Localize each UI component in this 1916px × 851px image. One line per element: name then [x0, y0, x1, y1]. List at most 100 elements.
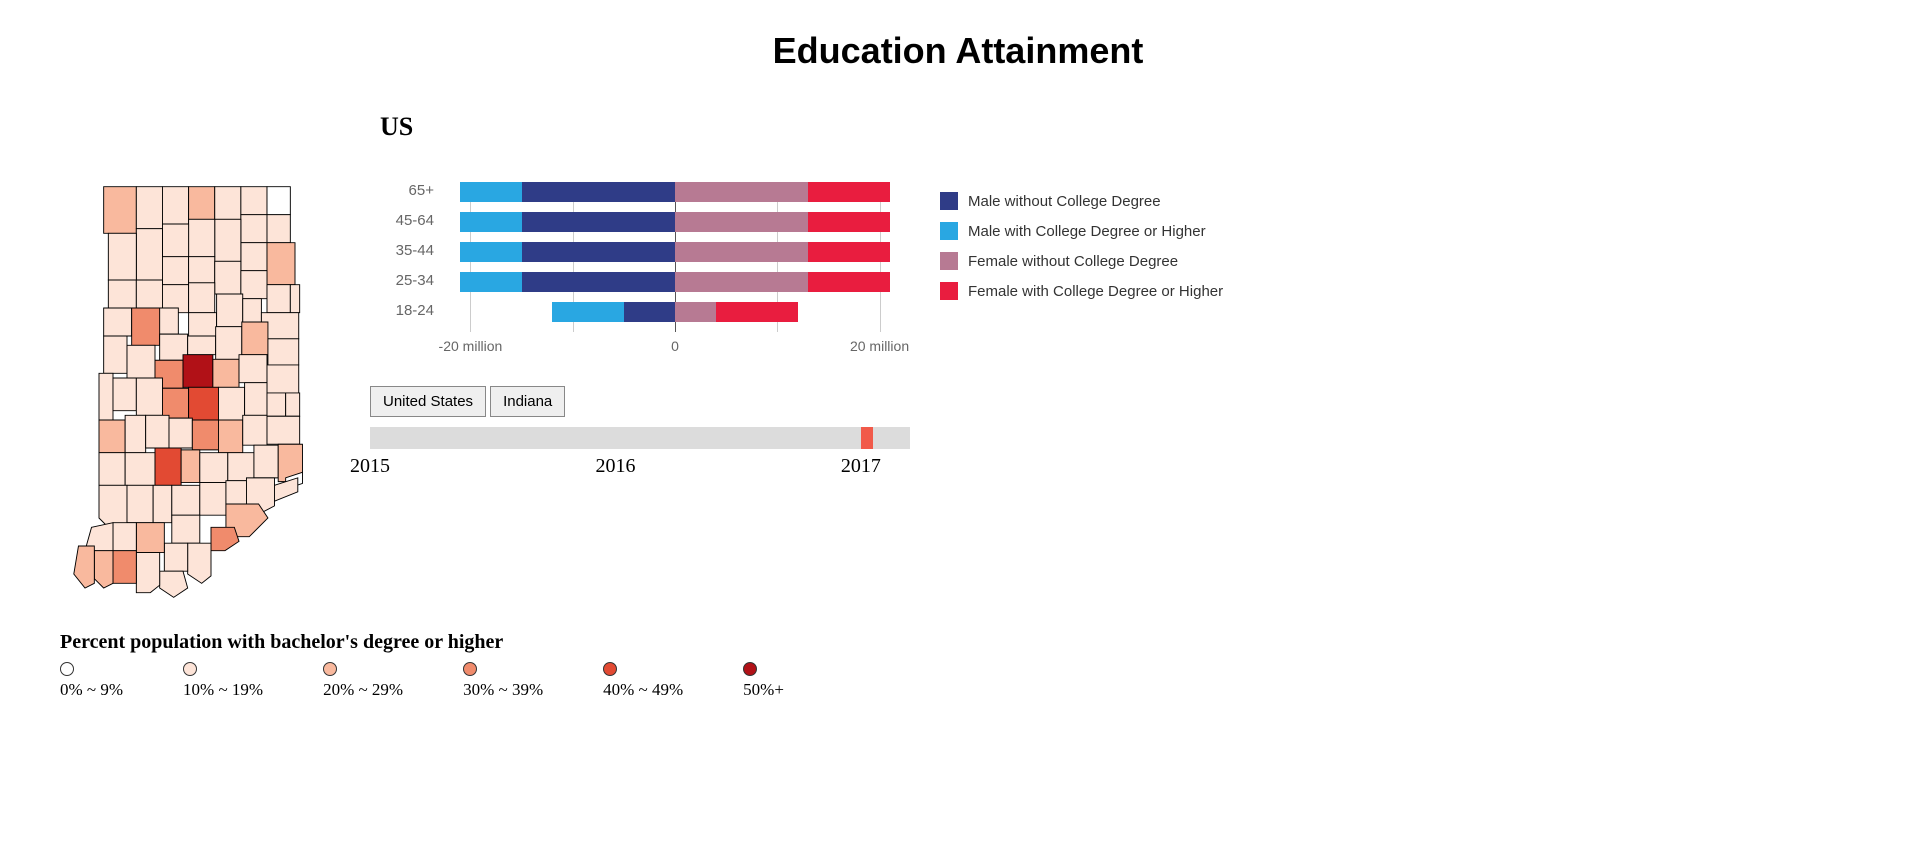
choropleth-map[interactable] [60, 182, 340, 607]
county-lake[interactable] [104, 187, 137, 234]
county-kosciusko[interactable] [215, 219, 241, 261]
county-starke[interactable] [162, 224, 188, 257]
bar-segment-male_college[interactable] [460, 182, 521, 202]
bar-segment-male_no_college[interactable] [522, 242, 675, 262]
county-pike[interactable] [113, 523, 136, 551]
county-washington[interactable] [200, 483, 226, 516]
bar-segment-female_college[interactable] [808, 272, 890, 292]
county-floyd[interactable] [211, 527, 239, 550]
bar-segment-female_college[interactable] [808, 182, 890, 202]
county-stjoseph[interactable] [189, 187, 215, 220]
county-jackson[interactable] [200, 453, 228, 483]
county-randolph[interactable] [268, 339, 299, 365]
county-wells[interactable] [267, 285, 290, 313]
county-posey[interactable] [74, 546, 95, 588]
county-johnson[interactable] [192, 420, 218, 450]
bar-segment-male_no_college[interactable] [522, 212, 675, 232]
county-miami[interactable] [189, 283, 215, 313]
county-sullivan[interactable] [99, 453, 125, 486]
county-madison[interactable] [216, 327, 242, 360]
region-button-us[interactable]: United States [370, 386, 486, 417]
county-porter[interactable] [136, 187, 162, 229]
bar-segment-male_college[interactable] [460, 242, 521, 262]
county-shelby[interactable] [218, 387, 244, 420]
county-dekalb[interactable] [267, 215, 290, 243]
county-grant[interactable] [217, 294, 243, 327]
bar-segment-female_no_college[interactable] [675, 182, 808, 202]
legend-item-male_no_college[interactable]: Male without College Degree [940, 192, 1223, 210]
county-benton[interactable] [108, 280, 136, 308]
county-blackford[interactable] [243, 299, 262, 322]
county-vigo[interactable] [99, 420, 125, 453]
county-laporte[interactable] [162, 187, 188, 224]
county-jasper[interactable] [136, 229, 162, 280]
county-crawford[interactable] [164, 543, 187, 571]
county-ripley[interactable] [254, 445, 278, 478]
county-morgan[interactable] [169, 418, 192, 448]
county-decatur[interactable] [243, 415, 267, 445]
county-dubois[interactable] [136, 523, 164, 553]
county-howard[interactable] [189, 313, 217, 336]
county-warren[interactable] [104, 308, 132, 336]
county-hendricks[interactable] [162, 388, 188, 418]
county-jennings[interactable] [228, 453, 254, 481]
legend-item-female_college[interactable]: Female with College Degree or Higher [940, 282, 1223, 300]
county-bartholomew[interactable] [218, 420, 242, 453]
county-owen[interactable] [146, 415, 169, 448]
county-fulton[interactable] [189, 257, 215, 283]
bar-segment-male_college[interactable] [460, 272, 521, 292]
county-lagrange[interactable] [241, 187, 267, 215]
county-huntington[interactable] [241, 271, 267, 299]
bar-segment-female_college[interactable] [808, 242, 890, 262]
county-montgomery[interactable] [127, 345, 155, 378]
county-orange[interactable] [172, 515, 200, 543]
county-greene[interactable] [125, 453, 155, 486]
county-steuben[interactable] [267, 187, 290, 215]
county-vanderburgh[interactable] [94, 551, 113, 588]
county-perry[interactable] [160, 571, 188, 597]
county-hamilton[interactable] [183, 355, 213, 388]
county-fountain[interactable] [104, 336, 127, 373]
time-handle[interactable] [861, 427, 873, 449]
county-wayne[interactable] [267, 365, 299, 393]
county-warrick[interactable] [113, 551, 136, 584]
county-franklin[interactable] [267, 416, 300, 444]
county-martin[interactable] [153, 485, 172, 522]
county-tippecanoe[interactable] [132, 308, 160, 345]
time-track[interactable] [370, 427, 910, 449]
county-clay[interactable] [125, 415, 146, 452]
bar-segment-female_college[interactable] [808, 212, 890, 232]
county-marion[interactable] [189, 387, 219, 420]
county-lawrence[interactable] [172, 485, 200, 515]
county-rush[interactable] [245, 383, 267, 416]
county-whitley[interactable] [241, 243, 267, 271]
bar-segment-female_college[interactable] [716, 302, 798, 322]
legend-item-female_no_college[interactable]: Female without College Degree [940, 252, 1223, 270]
bar-segment-female_no_college[interactable] [675, 272, 808, 292]
county-allen[interactable] [267, 243, 295, 285]
county-noble[interactable] [241, 215, 267, 243]
county-union[interactable] [286, 393, 300, 416]
bar-segment-female_no_college[interactable] [675, 212, 808, 232]
county-vermillion[interactable] [99, 373, 113, 420]
county-white[interactable] [136, 280, 162, 308]
county-pulaski[interactable] [162, 257, 188, 285]
county-putnam[interactable] [136, 378, 162, 415]
county-wabash[interactable] [215, 261, 241, 294]
county-parke[interactable] [113, 378, 136, 411]
county-elkhart[interactable] [215, 187, 241, 220]
county-harrison[interactable] [188, 543, 211, 583]
county-fayette[interactable] [267, 393, 286, 416]
county-spencer[interactable] [136, 553, 159, 593]
county-marshall[interactable] [189, 219, 215, 256]
county-monroe[interactable] [155, 448, 181, 485]
county-scott[interactable] [226, 481, 247, 504]
county-daviess[interactable] [127, 485, 153, 522]
county-adams[interactable] [290, 285, 299, 313]
bar-segment-male_no_college[interactable] [522, 272, 675, 292]
bar-segment-male_no_college[interactable] [522, 182, 675, 202]
county-hancock[interactable] [213, 359, 239, 387]
bar-segment-female_no_college[interactable] [675, 302, 716, 322]
county-tipton[interactable] [188, 336, 216, 355]
bar-segment-male_no_college[interactable] [624, 302, 675, 322]
